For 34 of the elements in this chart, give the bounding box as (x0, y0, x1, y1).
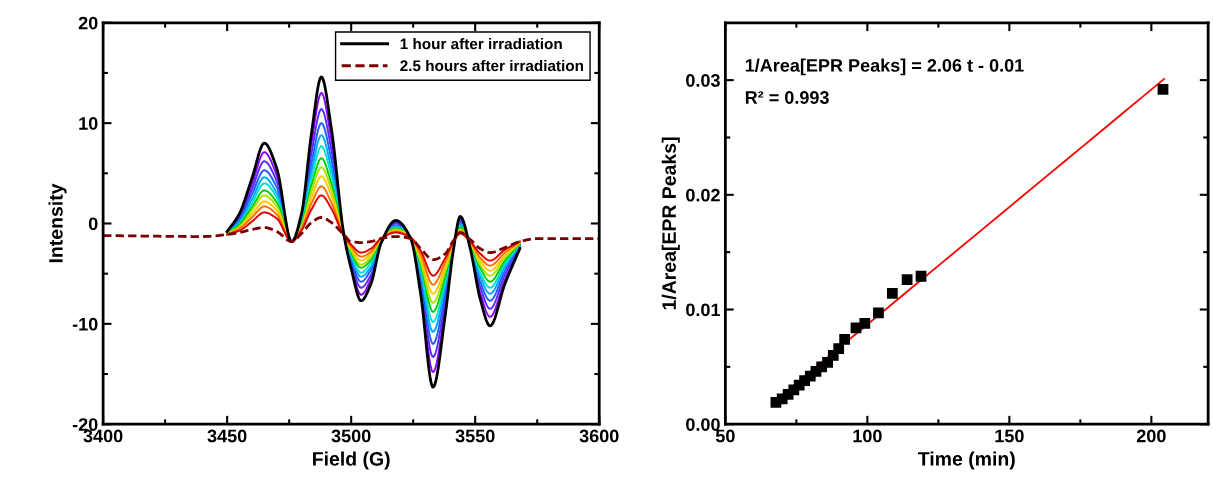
y-tick-label: 20 (78, 16, 98, 30)
y-axis-title: 1/Area[EPR Peaks] (661, 137, 680, 310)
x-tick-label: 3600 (579, 429, 619, 443)
annotation: 1/Area[EPR Peaks] = 2.06 t - 0.01 (745, 58, 1024, 76)
y-tick-label: 0.03 (686, 74, 720, 87)
legend-label: 2.5 hours after irradiation (400, 59, 584, 72)
y-tick-label: 0.01 (686, 303, 721, 317)
y-tick-label: 0 (88, 217, 98, 231)
x-tick-label: 3450 (207, 429, 247, 443)
x-tick-label: 100 (853, 429, 882, 443)
point (833, 343, 845, 354)
y-tick-label: -10 (72, 317, 98, 331)
point (1157, 83, 1169, 95)
x-tick-label: 150 (995, 429, 1024, 443)
y-tick-label: -20 (72, 418, 98, 431)
y-tick-label: 0.00 (686, 418, 720, 431)
point (859, 317, 871, 329)
x-tick-label: 50 (715, 429, 735, 443)
point (873, 307, 884, 319)
y-axis-title: Intensity (48, 183, 67, 263)
point (901, 274, 913, 286)
annotation: R² = 0.993 (745, 91, 829, 104)
legend-label: 1 hour after irradiation (400, 38, 562, 50)
x-tick-label: 3550 (455, 429, 495, 443)
y-tick-label: 10 (79, 117, 98, 130)
x-axis-title: Time (min) (918, 451, 1015, 470)
point (915, 270, 927, 282)
x-axis-title: Field (G) (313, 451, 390, 470)
x-tick-label: 200 (1136, 429, 1166, 443)
y-tick-label: 0.02 (686, 188, 720, 202)
x-tick-label: 3500 (331, 429, 371, 443)
x-tick-label: 3400 (83, 429, 123, 443)
point (886, 288, 898, 299)
point (839, 333, 851, 345)
